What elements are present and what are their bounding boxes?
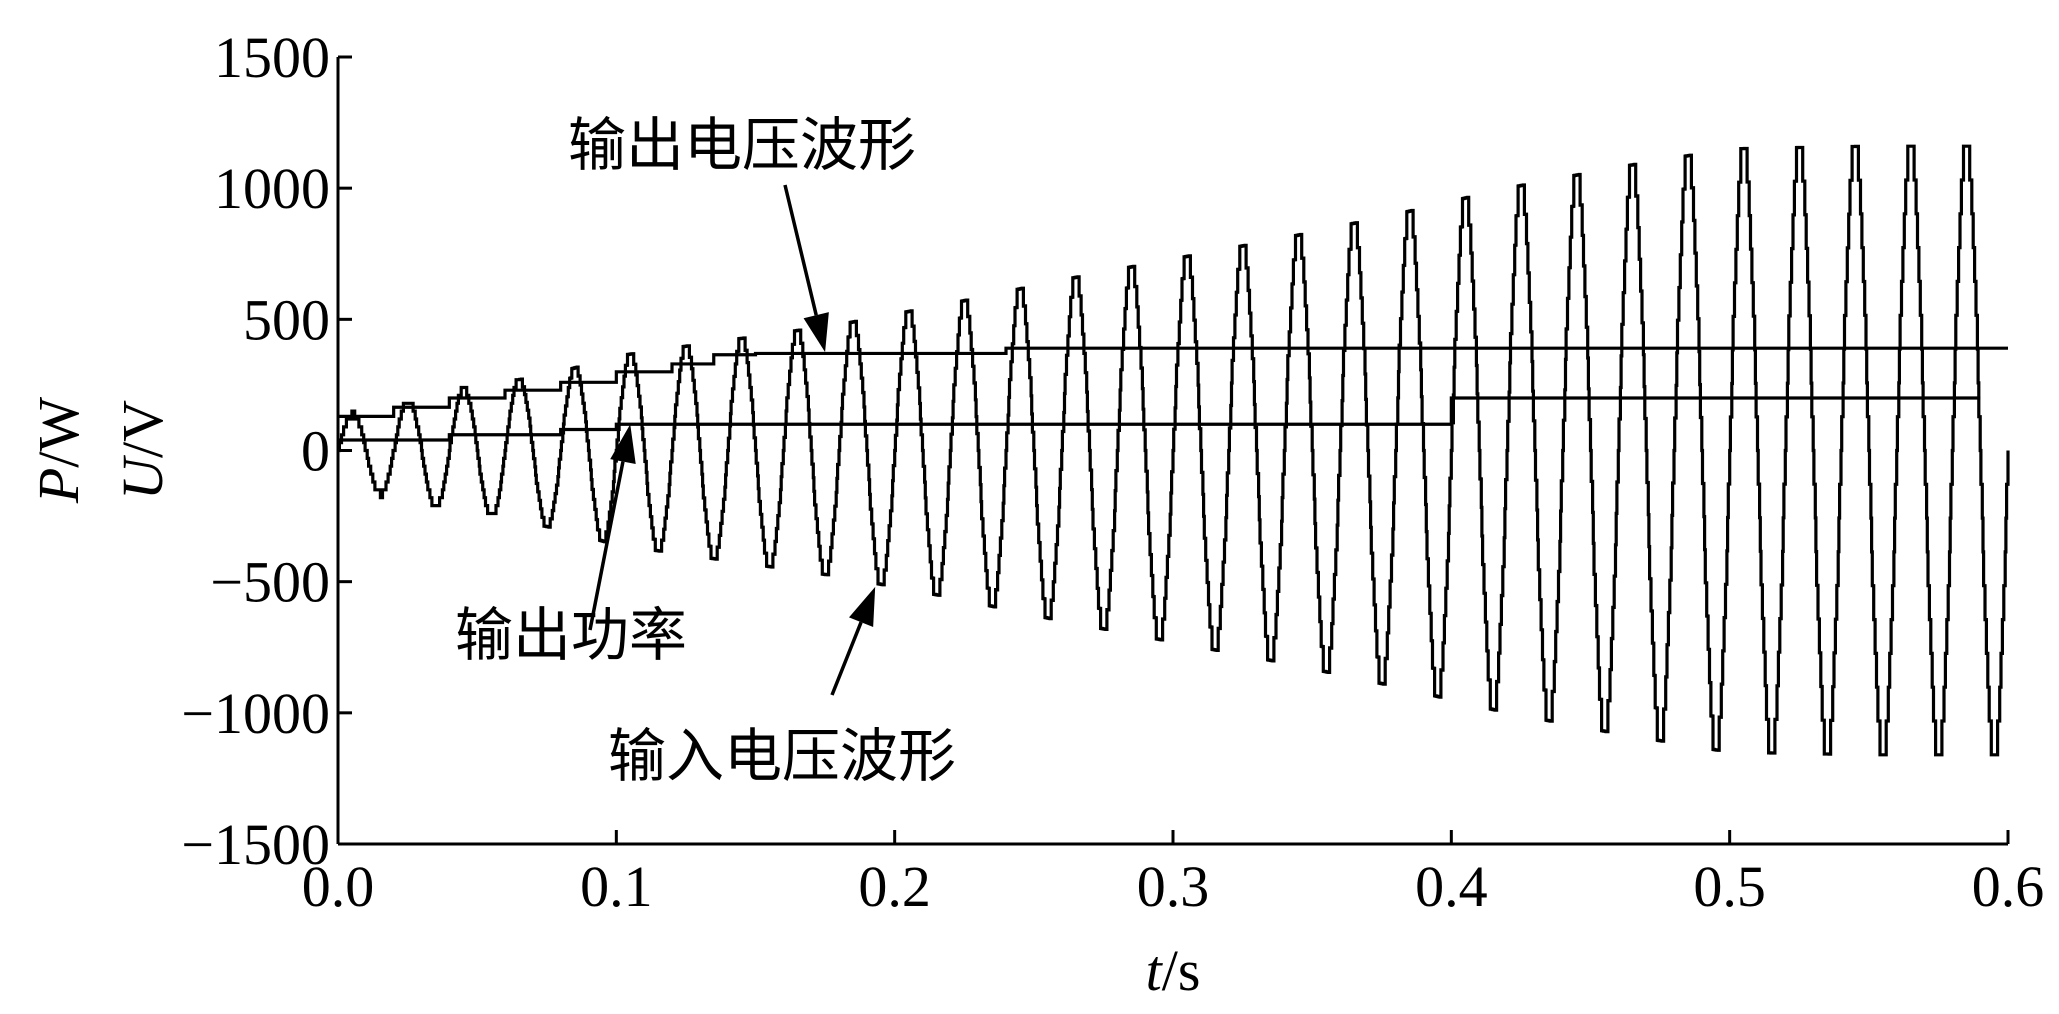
annotation-output-power-arrow <box>588 461 625 631</box>
y-tick-label: 1500 <box>214 25 330 90</box>
y-tick-label: 500 <box>243 287 330 352</box>
annotation-input-voltage: 输入电压波形 <box>608 586 956 790</box>
annotation-output-power-arrowhead <box>610 424 636 465</box>
series-line-0 <box>338 346 2008 418</box>
annotation-input-voltage-arrowhead <box>849 586 876 628</box>
y-axis-label-power: P/W <box>26 397 91 505</box>
x-tick-label: 0.2 <box>858 854 931 919</box>
x-tick-label: 0.1 <box>580 854 653 919</box>
y-tick-label: 1000 <box>214 156 330 221</box>
x-tick-label: 0.6 <box>1972 854 2045 919</box>
annotation-output-voltage: 输出电压波形 <box>568 111 916 353</box>
series-layer <box>337 144 2010 757</box>
annotation-output-power: 输出功率 <box>455 424 687 669</box>
y-axis-label: P/W U/V <box>26 397 175 505</box>
series-line-2 <box>337 144 2010 757</box>
ticks: 0.0 0.1 0.2 0.3 0.4 0.5 0.6 1500 1000 500 0 −500 −10… <box>181 25 2044 919</box>
x-tick-label: 0.0 <box>302 854 375 919</box>
y-tick-label: −500 <box>210 550 330 615</box>
x-tick-label: 0.3 <box>1137 854 1210 919</box>
x-tick-label: 0.4 <box>1415 854 1488 919</box>
annotation-output-voltage-arrowhead <box>803 312 829 353</box>
annotation-output-voltage-label: 输出电压波形 <box>568 111 916 179</box>
annotations: 输出电压波形 输出功率 输入电压波形 <box>455 111 956 790</box>
annotation-input-voltage-arrow <box>830 621 863 696</box>
annotation-output-power-label: 输出功率 <box>455 601 687 669</box>
y-tick-label: −1000 <box>181 681 330 746</box>
x-tick-label: 0.5 <box>1693 854 1766 919</box>
y-tick-label: −1500 <box>181 812 330 877</box>
y-axis-label-voltage: U/V <box>110 400 175 500</box>
y-tick-label: 0 <box>301 419 330 484</box>
annotation-output-voltage-arrow <box>783 184 818 316</box>
series-line-1 <box>338 396 1981 442</box>
x-axis-label: t/s <box>1146 938 1201 1003</box>
annotation-input-voltage-label: 输入电压波形 <box>608 722 956 790</box>
